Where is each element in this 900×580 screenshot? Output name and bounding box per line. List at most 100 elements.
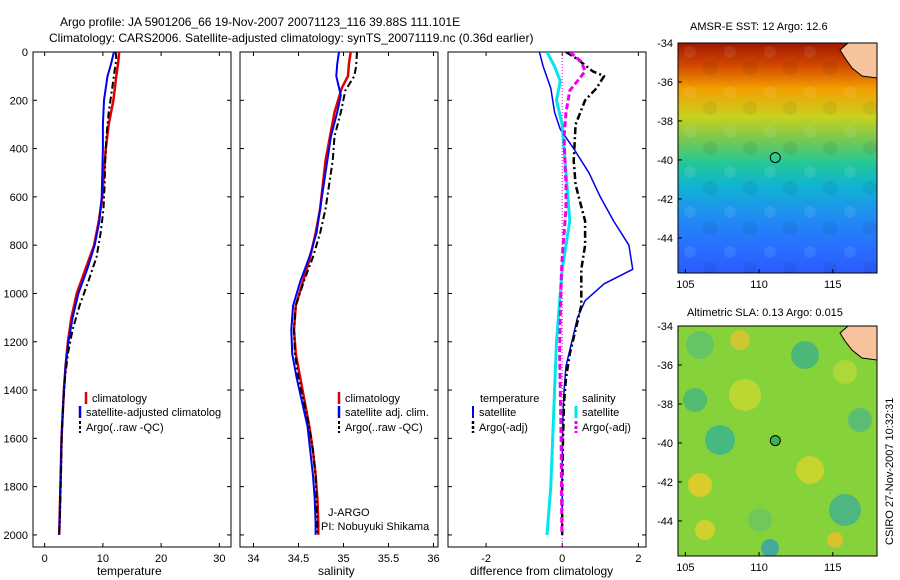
x-tick-label: 110 (750, 562, 768, 574)
x-tick-label: 105 (676, 562, 694, 574)
legend-label: satellite-adjusted climatolog (86, 407, 221, 419)
x-tick-label: 105 (676, 279, 694, 291)
x-tick-label: 2 (635, 553, 641, 565)
annotation-j-argo: J-ARGO (328, 507, 370, 519)
salinity-panel: 34 34.5 35 35.5 36 salinity climatology sate… (239, 51, 440, 578)
side-timestamp: CSIRO 27-Nov-2007 10:32:31 (884, 398, 896, 545)
temperature-plot-frame (32, 51, 232, 548)
y-tick-label: 1400 (4, 385, 28, 397)
y-tick-label: -36 (657, 77, 673, 89)
depth-axis-ticks: 0 200 400 600 800 1000 1200 1400 1600 1800 2000 (4, 47, 231, 542)
temperature-panel: 0 200 400 600 800 1000 1200 1400 1600 1800 2000 0 1… (4, 47, 232, 578)
x-tick-label: 36 (427, 553, 439, 565)
header-line1: Argo profile: JA 5901206_66 19-Nov-2007 … (60, 15, 460, 29)
y-tick-label: -38 (657, 399, 673, 411)
y-tick-label: 1600 (4, 433, 28, 445)
y-tick-label: -40 (657, 155, 673, 167)
salinity-legend: climatology satellite adj. clim. Argo(..… (337, 392, 429, 434)
legend-label: Argo(-adj) (582, 422, 631, 434)
sst-map-title: AMSR-E SST: 12 Argo: 12.6 (690, 21, 828, 33)
x-tick-label: 115 (824, 279, 842, 291)
australia-landmass (839, 326, 877, 361)
sst-map-panel: AMSR-E SST: 12 Argo: 12.6 105 110 115 -34 -3… (657, 21, 878, 291)
argo-float-marker (769, 152, 781, 164)
y-tick-label: 600 (10, 192, 28, 204)
legend-label: climatology (345, 393, 401, 405)
salinity-y-ticks (240, 51, 438, 536)
difference-panel: -2 0 2 difference from climatology tempera… (447, 51, 647, 578)
legend-label: climatology (92, 393, 148, 405)
y-tick-label: -40 (657, 438, 673, 450)
difference-y-ticks (448, 51, 646, 536)
annotation-pi: PI: Nobuyuki Shikama (321, 521, 430, 533)
y-tick-label: -38 (657, 116, 673, 128)
difference-legend: temperature satellite Argo(-adj) salinit… (471, 393, 631, 434)
y-tick-label: 2000 (4, 530, 28, 542)
legend-label: Argo(..raw -QC) (345, 422, 423, 434)
legend-label: Argo(-adj) (479, 422, 528, 434)
y-tick-label: 1800 (4, 482, 28, 494)
y-tick-label: 200 (10, 95, 28, 107)
sla-map-panel: Altimetric SLA: 0.13 Argo: 0.015 (657, 307, 878, 574)
temperature-axis-ticks: 0 10 20 30 (42, 52, 225, 565)
legend-heading-temperature: temperature (480, 393, 539, 405)
x-tick-label: 0 (559, 553, 565, 565)
y-tick-label: 400 (10, 144, 28, 156)
series-line (292, 52, 352, 535)
legend-label: satellite (479, 407, 516, 419)
temperature-legend: climatology satellite-adjusted climatolo… (78, 392, 221, 434)
y-tick-label: -44 (657, 516, 673, 528)
series-line (290, 52, 342, 535)
sst-map-frame (677, 42, 878, 274)
salinity-axis-ticks: 34 34.5 35 35.5 36 (247, 52, 440, 565)
y-tick-label: -42 (657, 477, 673, 489)
x-tick-label: 20 (155, 553, 167, 565)
y-tick-label: 0 (22, 47, 28, 59)
x-tick-label: 35 (337, 553, 349, 565)
salinity-lines (290, 52, 358, 535)
y-tick-label: -34 (657, 321, 673, 333)
y-tick-label: 1200 (4, 337, 28, 349)
series-line (560, 52, 606, 535)
y-tick-label: 1000 (4, 288, 28, 300)
y-tick-label: 800 (10, 240, 28, 252)
series-line (293, 52, 358, 535)
y-tick-label: -34 (657, 38, 673, 50)
difference-lines (538, 52, 634, 547)
header-line2: Climatology: CARS2006. Satellite-adjuste… (49, 31, 533, 45)
x-tick-label: 35.5 (378, 553, 399, 565)
temperature-xlabel: temperature (97, 564, 162, 578)
x-tick-label: 115 (824, 562, 842, 574)
y-tick-label: -36 (657, 360, 673, 372)
x-tick-label: -2 (481, 553, 491, 565)
x-tick-label: 110 (750, 279, 768, 291)
legend-label: Argo(..raw -QC) (86, 422, 164, 434)
salinity-xlabel: salinity (318, 564, 355, 578)
x-tick-label: 34 (247, 553, 259, 565)
x-tick-label: 10 (97, 553, 109, 565)
argo-float-marker (769, 435, 781, 447)
legend-heading-salinity: salinity (582, 393, 616, 405)
sst-map-axes: 105 110 115 -34 -36 -38 -40 -42 -44 (657, 38, 841, 291)
x-tick-label: 30 (213, 553, 225, 565)
sla-eddies (683, 330, 872, 556)
series-line (545, 52, 572, 536)
y-tick-label: -44 (657, 233, 673, 245)
series-line (58, 52, 115, 535)
temperature-lines (57, 52, 121, 535)
x-tick-label: 0 (42, 553, 48, 565)
sla-map-frame (677, 325, 878, 557)
series-line (558, 52, 587, 535)
australia-landmass (839, 43, 877, 79)
legend-label: satellite (582, 407, 619, 419)
sla-map-axes: 105 110 115 -34 -36 -38 -40 -42 -44 (657, 321, 841, 574)
difference-xlabel: difference from climatology (470, 564, 613, 578)
y-tick-label: -42 (657, 194, 673, 206)
sst-texture (678, 43, 877, 273)
difference-plot-frame (447, 51, 647, 548)
legend-label: satellite adj. clim. (345, 407, 429, 419)
series-line (538, 52, 634, 535)
x-tick-label: 34.5 (288, 553, 309, 565)
salinity-plot-frame (239, 51, 439, 548)
